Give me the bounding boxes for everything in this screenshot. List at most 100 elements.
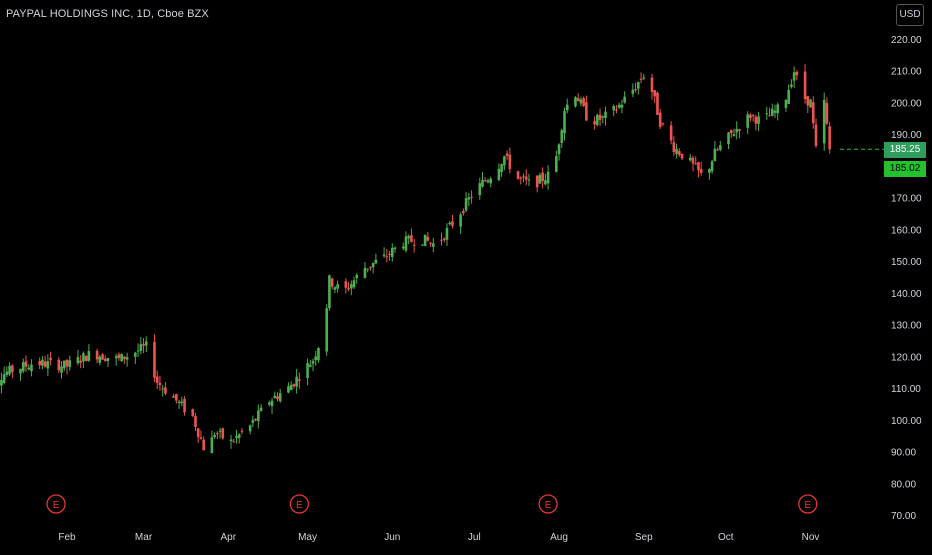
candle-body [158, 382, 162, 386]
y-tick-label: 160.00 [891, 225, 922, 236]
candle-body [65, 359, 69, 367]
time-axis: Feb Mar Apr May Jun Jul Aug Sep Oct Nov [58, 532, 819, 543]
candle-body [776, 104, 780, 114]
candle-body [210, 437, 214, 454]
candle-body [814, 124, 818, 146]
candle-body [120, 354, 123, 362]
candle-body [180, 401, 184, 404]
candle-body [117, 354, 121, 358]
candles-layer [0, 63, 831, 454]
candle-body [251, 419, 255, 423]
candle-body [738, 129, 741, 131]
candle-body [429, 242, 432, 244]
candle-body [719, 145, 722, 150]
candle-body [330, 278, 334, 287]
candle-body [620, 104, 624, 108]
candle-body [784, 100, 788, 108]
candle-body [505, 153, 509, 156]
candle-body [623, 96, 626, 103]
candle-body [478, 183, 482, 196]
candle-body [24, 361, 28, 367]
candle-body [770, 108, 774, 116]
candle-body [524, 176, 528, 180]
candle-body [216, 433, 219, 435]
x-tick-label: Apr [220, 532, 236, 543]
candle-body [153, 341, 156, 378]
candle-body [604, 111, 607, 118]
candle-body [557, 144, 561, 155]
candle-body [404, 236, 408, 251]
earnings-marker[interactable] [289, 494, 310, 514]
candle-body [79, 360, 82, 363]
candle-body [306, 363, 309, 379]
candle-body [196, 428, 200, 438]
y-tick-label: 70.00 [891, 511, 916, 522]
y-tick-label: 170.00 [891, 194, 922, 205]
candle-body [656, 92, 659, 115]
candle-body [412, 244, 416, 246]
candle-body [426, 236, 430, 241]
candle-body [560, 130, 564, 143]
candle-body [448, 222, 452, 225]
candle-body [612, 105, 616, 111]
candle-body [749, 114, 752, 119]
candle-body [615, 109, 618, 111]
candle-body [308, 364, 312, 367]
earnings-marker[interactable] [46, 494, 66, 514]
candle-body [19, 369, 22, 374]
candle-body [5, 371, 9, 375]
candle-body [697, 162, 700, 171]
candle-body [516, 171, 520, 179]
candle-body [500, 164, 503, 173]
candle-body [699, 168, 703, 173]
candle-body [27, 367, 31, 370]
candle-body [49, 357, 52, 361]
candle-body [596, 114, 599, 126]
candle-body [658, 112, 662, 127]
candle-body [445, 227, 449, 240]
candle-body [139, 344, 143, 351]
candle-body [790, 84, 793, 87]
currency-button[interactable]: USD [896, 4, 924, 26]
candle-body [144, 341, 148, 346]
candle-body [328, 275, 331, 309]
candle-body [708, 169, 711, 173]
candle-body [481, 179, 484, 187]
candle-body [650, 77, 654, 93]
y-tick-label: 110.00 [891, 384, 921, 395]
candle-body [694, 163, 698, 165]
candle-body [371, 262, 375, 268]
earnings-marker[interactable] [798, 494, 818, 514]
earnings-marker[interactable] [538, 494, 558, 514]
x-tick-label: Nov [802, 532, 820, 543]
candle-body [114, 356, 118, 359]
candle-body [579, 99, 583, 104]
candle-body [183, 398, 186, 413]
candle-body [746, 114, 749, 128]
candle-body [347, 288, 350, 290]
candle-body [489, 178, 493, 184]
candle-body [565, 104, 569, 111]
candle-body [486, 180, 490, 183]
y-tick-label: 80.00 [891, 479, 916, 490]
candle-body [421, 244, 424, 246]
candle-body [213, 434, 216, 438]
candle-body [374, 259, 378, 264]
candle-body [155, 376, 159, 383]
candle-body [164, 387, 167, 394]
candle-body [21, 362, 25, 372]
candle-body [161, 388, 164, 390]
candle-body [634, 89, 637, 91]
candle-body [754, 116, 758, 124]
candle-body [314, 356, 318, 361]
candle-body [385, 256, 389, 258]
candle-body [675, 148, 678, 154]
candle-body [76, 356, 80, 364]
candle-body [825, 103, 829, 124]
candle-body [582, 98, 585, 106]
candle-body [202, 439, 205, 451]
candle-body [352, 280, 356, 288]
y-tick-label: 200.00 [891, 98, 922, 109]
